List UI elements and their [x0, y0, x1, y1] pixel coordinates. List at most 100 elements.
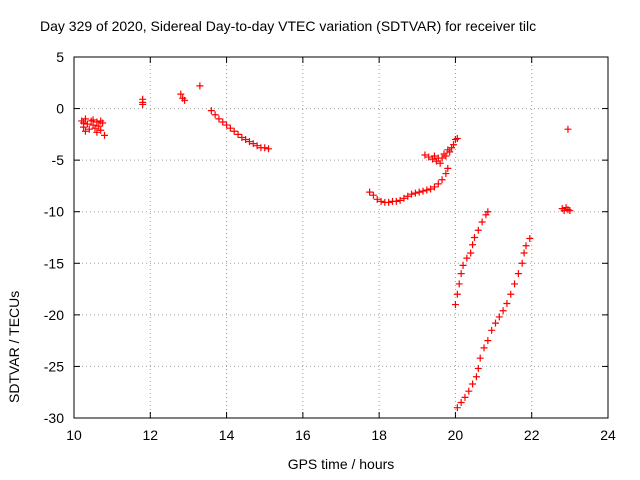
data-points	[78, 82, 574, 412]
data-point	[495, 313, 503, 321]
data-point	[461, 393, 469, 401]
data-point	[404, 192, 412, 200]
data-point	[85, 125, 93, 133]
data-point	[93, 128, 101, 136]
data-point	[442, 170, 450, 178]
data-point	[425, 153, 433, 161]
data-point	[518, 259, 526, 267]
data-point	[392, 197, 400, 205]
data-point	[438, 176, 446, 184]
data-point	[427, 185, 435, 193]
plot-frame	[73, 56, 609, 419]
data-point	[499, 307, 507, 315]
data-point	[366, 188, 374, 196]
data-point	[457, 399, 465, 407]
data-point	[177, 90, 185, 98]
y-tick-label: -25	[44, 358, 64, 374]
data-point	[234, 130, 242, 138]
data-point	[511, 280, 519, 288]
data-point	[223, 121, 231, 129]
data-point	[408, 190, 416, 198]
data-point	[434, 154, 442, 162]
data-point	[93, 118, 101, 126]
data-point	[211, 111, 219, 119]
data-point	[95, 122, 103, 130]
data-point	[89, 116, 97, 124]
data-point	[226, 124, 234, 132]
data-point	[81, 127, 89, 135]
data-point	[196, 82, 204, 90]
y-tick-label: 0	[56, 101, 64, 117]
data-point	[396, 196, 404, 204]
data-point	[91, 124, 99, 132]
data-point	[442, 152, 450, 160]
y-tick-label: 5	[56, 49, 64, 65]
y-tick-label: -30	[44, 410, 64, 426]
data-point	[459, 261, 467, 269]
data-point	[238, 133, 246, 141]
data-point	[474, 226, 482, 234]
data-point	[97, 117, 105, 125]
data-point	[453, 134, 461, 142]
x-tick-label: 14	[219, 427, 235, 443]
data-point	[480, 344, 488, 352]
data-point	[265, 145, 273, 153]
y-tick-label: -10	[44, 204, 64, 220]
x-tick-label: 22	[524, 427, 540, 443]
y-tick-label: -20	[44, 307, 64, 323]
data-point	[215, 115, 223, 123]
data-point	[566, 207, 574, 215]
x-tick-label: 10	[66, 427, 82, 443]
x-tick-label: 16	[295, 427, 311, 443]
data-point	[471, 234, 478, 241]
data-point	[436, 159, 444, 167]
data-point	[453, 290, 461, 298]
data-point	[242, 136, 250, 144]
data-point	[421, 151, 429, 159]
data-point	[507, 290, 515, 298]
data-point	[469, 380, 477, 388]
data-point	[253, 142, 261, 150]
y-axis-label: SDTVAR / TECUs	[6, 290, 22, 403]
data-point	[419, 187, 427, 195]
data-point	[488, 326, 496, 334]
data-point	[261, 144, 269, 152]
data-point	[465, 387, 473, 395]
data-point	[80, 119, 88, 127]
data-point	[415, 188, 423, 196]
data-point	[245, 138, 253, 146]
data-point	[207, 107, 215, 115]
data-point	[423, 186, 431, 194]
x-axis-label: GPS time / hours	[287, 456, 395, 472]
data-point	[463, 254, 471, 262]
data-point	[377, 197, 385, 205]
data-point	[446, 148, 454, 156]
data-point	[430, 183, 438, 191]
x-tick-label: 12	[142, 427, 158, 443]
data-point	[467, 249, 475, 257]
y-axis-ticks: 5 0 -5 -10 -15 -20 -25 -30	[44, 49, 608, 426]
data-point	[411, 189, 419, 197]
data-point	[430, 152, 438, 160]
data-point	[484, 208, 492, 216]
x-tick-label: 18	[371, 427, 387, 443]
x-tick-label: 20	[448, 427, 464, 443]
data-point	[181, 96, 189, 104]
data-point	[520, 249, 528, 257]
data-point	[369, 191, 377, 199]
data-point	[444, 164, 452, 172]
chart-title: Day 329 of 2020, Sidereal Day-to-day VTE…	[40, 18, 537, 34]
data-point	[230, 127, 238, 135]
x-tick-label: 24	[600, 427, 616, 443]
data-point	[469, 241, 477, 249]
data-point	[453, 404, 461, 412]
data-point	[450, 141, 458, 149]
data-point	[400, 194, 408, 202]
data-point	[564, 125, 572, 133]
data-point	[474, 364, 482, 372]
data-point	[81, 115, 89, 123]
data-point	[472, 373, 480, 381]
data-point	[249, 140, 257, 148]
data-point	[491, 319, 499, 327]
data-point	[514, 270, 522, 278]
